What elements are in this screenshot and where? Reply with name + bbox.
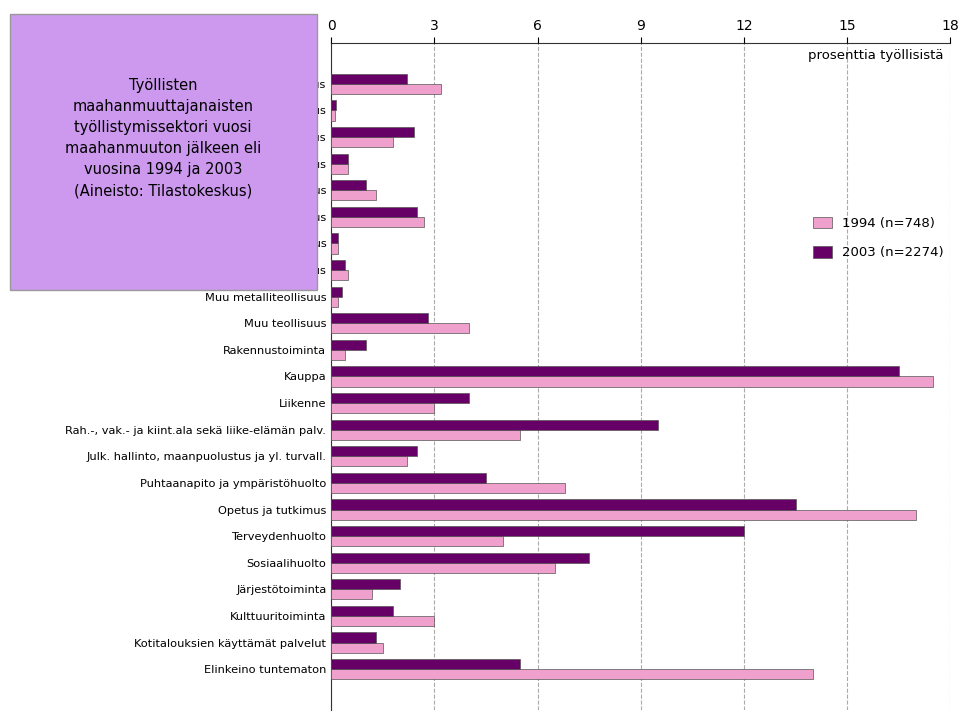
Bar <box>331 429 520 439</box>
Bar <box>331 420 658 429</box>
Bar <box>331 606 394 616</box>
Bar <box>331 137 394 147</box>
Bar <box>331 366 899 376</box>
Bar <box>331 563 555 573</box>
Bar <box>331 483 565 493</box>
Bar <box>331 552 589 563</box>
Bar <box>331 270 348 280</box>
Bar <box>331 217 424 227</box>
Bar <box>331 536 503 546</box>
Bar <box>331 153 348 164</box>
Bar <box>331 446 418 456</box>
Bar <box>331 526 744 536</box>
Bar <box>331 393 468 403</box>
FancyBboxPatch shape <box>10 14 317 290</box>
Bar <box>331 324 468 333</box>
Bar <box>331 111 335 120</box>
Bar <box>331 510 916 520</box>
Bar <box>331 642 383 652</box>
Bar <box>331 340 366 350</box>
Bar <box>331 243 338 253</box>
Bar <box>331 233 338 243</box>
Bar <box>331 616 434 626</box>
Bar <box>331 84 442 94</box>
Bar <box>331 403 434 413</box>
Bar <box>331 207 418 217</box>
Bar <box>331 659 520 669</box>
Bar <box>331 376 933 387</box>
Bar <box>331 164 348 174</box>
Bar <box>331 473 486 483</box>
Bar <box>331 180 366 190</box>
Bar <box>331 579 400 589</box>
Bar <box>331 456 407 466</box>
Bar <box>331 101 336 111</box>
Bar <box>331 669 813 679</box>
Bar <box>331 313 427 324</box>
Bar <box>331 350 345 360</box>
Bar <box>331 589 372 599</box>
Bar <box>331 500 796 510</box>
Bar <box>331 297 338 307</box>
Legend: 1994 (n=748), 2003 (n=2274): 1994 (n=748), 2003 (n=2274) <box>813 216 944 259</box>
Bar <box>331 633 376 642</box>
Bar <box>331 260 345 270</box>
Bar <box>331 190 376 201</box>
Bar <box>331 74 407 84</box>
Text: prosenttia työllisistä: prosenttia työllisistä <box>808 49 944 62</box>
Bar <box>331 287 342 297</box>
Text: Työllisten
maahanmuuttajanaisten
työllistymissektori vuosi
maahanmuuton jälkeen : Työllisten maahanmuuttajanaisten työllis… <box>65 78 261 198</box>
Bar <box>331 127 414 137</box>
